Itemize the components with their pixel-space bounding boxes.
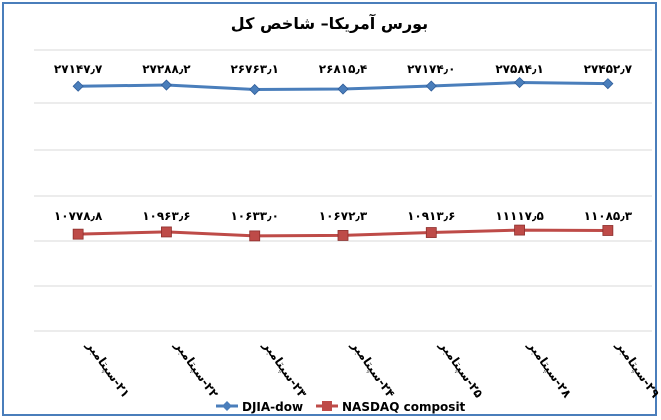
data-point — [337, 230, 349, 241]
data-label: ۲۷۱۴۷٫۷ — [54, 62, 103, 76]
data-point — [72, 228, 84, 240]
legend-marker — [222, 401, 232, 411]
data-point — [602, 78, 614, 90]
data-point — [249, 83, 261, 96]
data-label: ۱۰۷۷۸٫۸ — [54, 209, 103, 223]
x-tick-label: ۲۳-سپتامبر — [260, 338, 310, 401]
data-label: ۱۰۹۶۳٫۶ — [142, 209, 190, 223]
data-label: ۲۷۴۵۲٫۷ — [584, 62, 633, 76]
data-label: ۱۰۶۷۲٫۳ — [319, 209, 368, 223]
legend-label: DJIA-dow — [242, 400, 303, 414]
data-point — [425, 80, 437, 92]
data-point — [514, 224, 525, 236]
x-tick-label: ۲۱-سپتامبر — [83, 338, 133, 401]
data-label: ۲۷۱۷۴٫۰ — [407, 62, 455, 76]
data-label: ۱۱۱۱۷٫۵ — [495, 209, 543, 223]
data-point — [514, 76, 526, 89]
x-tick-label: ۲۹-سپتامبر — [613, 338, 661, 401]
data-point — [160, 79, 172, 91]
data-point — [337, 83, 349, 95]
data-point — [72, 80, 84, 92]
data-point — [425, 227, 437, 238]
data-point — [161, 226, 172, 238]
data-label: ۲۷۵۸۴٫۱ — [495, 62, 543, 76]
data-point — [249, 230, 261, 242]
legend-marker — [322, 401, 332, 411]
data-label: ۱۱۰۸۵٫۳ — [584, 209, 633, 223]
x-tick-label: ۲۲-سپتامبر — [171, 338, 221, 401]
legend-label: NASDAQ composit — [342, 400, 466, 414]
data-point — [602, 225, 614, 236]
data-label: ۲۶۷۶۳٫۱ — [230, 62, 278, 76]
x-tick-label: ۲۴-سپتامبر — [348, 338, 398, 401]
chart-frame: بورس آمریکا– شاخص کل — [2, 2, 657, 416]
data-label: ۱۰۶۳۳٫۰ — [230, 209, 278, 223]
x-tick-label: ۲۵-سپتامبر — [436, 338, 486, 401]
data-label: ۲۶۸۱۵٫۴ — [319, 62, 367, 76]
chart-title: بورس آمریکا– شاخص کل — [230, 14, 429, 33]
data-label: ۱۰۹۱۳٫۶ — [407, 209, 455, 223]
data-label: ۲۷۲۸۸٫۲ — [142, 62, 191, 76]
x-tick-label: ۲۸-سپتامبر — [525, 338, 575, 401]
